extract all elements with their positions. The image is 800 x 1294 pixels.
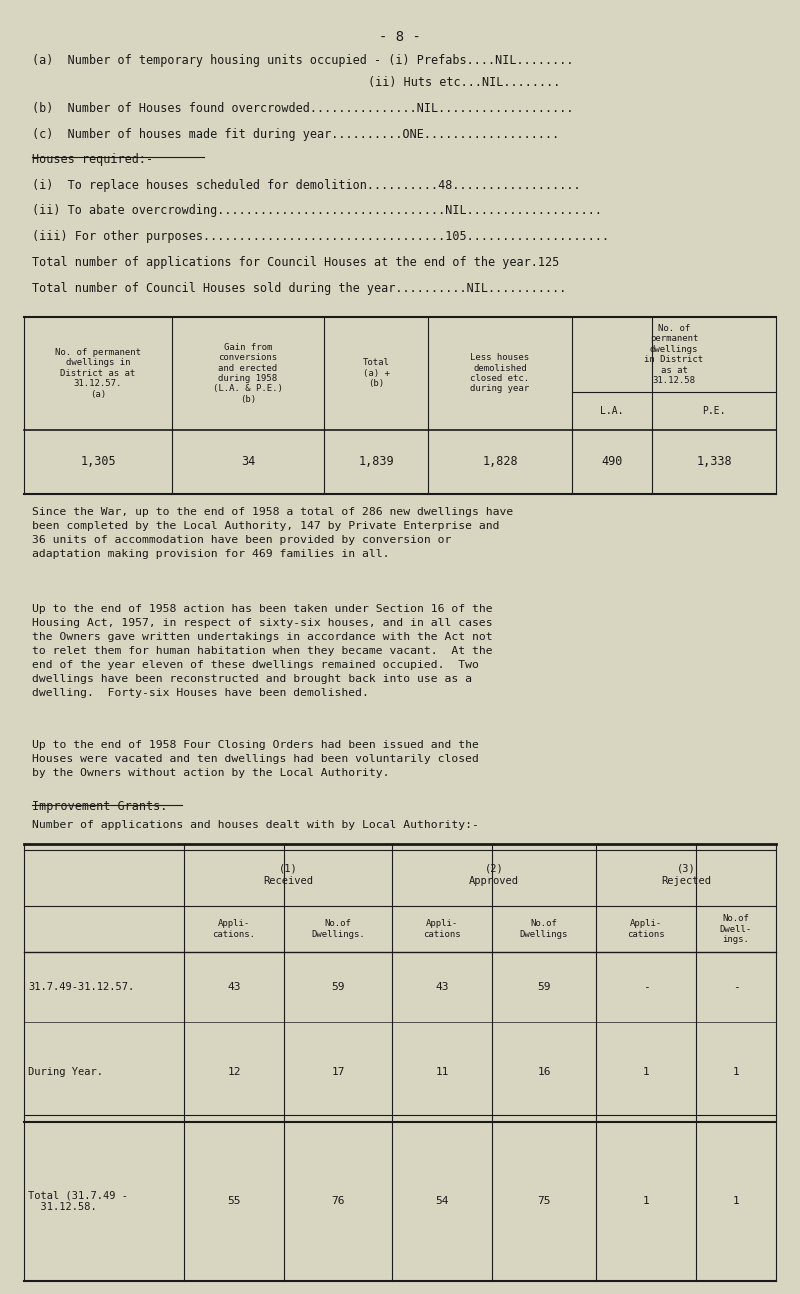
Text: No.of
Dwellings.: No.of Dwellings. (311, 920, 365, 938)
Text: (iii) For other purposes..................................105...................: (iii) For other purposes................… (32, 230, 609, 243)
Text: Improvement Grants.: Improvement Grants. (32, 800, 167, 813)
Text: - 8 -: - 8 - (379, 30, 421, 44)
Text: Houses required:-: Houses required:- (32, 153, 153, 166)
Text: (ii) Huts etc...NIL........: (ii) Huts etc...NIL........ (368, 76, 560, 89)
Text: 1,839: 1,839 (358, 455, 394, 468)
Text: No. of
permanent
dwellings
in District
as at
31.12.58: No. of permanent dwellings in District a… (645, 324, 703, 386)
Text: 11: 11 (435, 1068, 449, 1077)
Text: (b)  Number of Houses found overcrowded...............NIL...................: (b) Number of Houses found overcrowded..… (32, 102, 574, 115)
Text: Up to the end of 1958 action has been taken under Section 16 of the
Housing Act,: Up to the end of 1958 action has been ta… (32, 604, 493, 699)
Text: 490: 490 (602, 455, 622, 468)
Text: 59: 59 (331, 982, 345, 992)
Text: 34: 34 (241, 455, 255, 468)
Text: L.A.: L.A. (600, 406, 624, 415)
Text: Total number of applications for Council Houses at the end of the year.125: Total number of applications for Council… (32, 256, 559, 269)
Text: (a)  Number of temporary housing units occupied - (i) Prefabs....NIL........: (a) Number of temporary housing units oc… (32, 54, 574, 67)
Text: (c)  Number of houses made fit during year..........ONE...................: (c) Number of houses made fit during yea… (32, 128, 559, 141)
Text: (2)
Approved: (2) Approved (469, 864, 519, 885)
Text: (1)
Received: (1) Received (263, 864, 313, 885)
Text: During Year.: During Year. (28, 1068, 103, 1077)
Text: (i)  To replace houses scheduled for demolition..........48..................: (i) To replace houses scheduled for demo… (32, 179, 581, 192)
Text: Gain from
conversions
and erected
during 1958
(L.A. & P.E.)
(b): Gain from conversions and erected during… (213, 343, 283, 404)
Text: -: - (642, 982, 650, 992)
Text: -: - (733, 982, 739, 992)
Text: 12: 12 (227, 1068, 241, 1077)
Text: Since the War, up to the end of 1958 a total of 286 new dwellings have
been comp: Since the War, up to the end of 1958 a t… (32, 507, 514, 559)
Text: Total (31.7.49 -
  31.12.58.: Total (31.7.49 - 31.12.58. (28, 1190, 128, 1212)
Text: 75: 75 (538, 1197, 550, 1206)
Text: 54: 54 (435, 1197, 449, 1206)
Text: Number of applications and houses dealt with by Local Authority:-: Number of applications and houses dealt … (32, 820, 479, 831)
Text: Less houses
demolished
closed etc.
during year: Less houses demolished closed etc. durin… (470, 353, 530, 393)
Text: 1,828: 1,828 (482, 455, 518, 468)
Text: 1,305: 1,305 (80, 455, 116, 468)
Text: 43: 43 (435, 982, 449, 992)
Text: Total number of Council Houses sold during the year..........NIL...........: Total number of Council Houses sold duri… (32, 282, 566, 295)
Text: 59: 59 (538, 982, 550, 992)
Text: No.of
Dwellings: No.of Dwellings (520, 920, 568, 938)
Text: Up to the end of 1958 Four Closing Orders had been issued and the
Houses were va: Up to the end of 1958 Four Closing Order… (32, 740, 479, 778)
Text: No.of
Dwell-
ings.: No.of Dwell- ings. (720, 914, 752, 945)
Text: 16: 16 (538, 1068, 550, 1077)
Text: P.E.: P.E. (702, 406, 726, 415)
Text: 55: 55 (227, 1197, 241, 1206)
Text: 31.7.49-31.12.57.: 31.7.49-31.12.57. (28, 982, 134, 992)
Text: 1: 1 (733, 1068, 739, 1077)
Text: Appli-
cations: Appli- cations (627, 920, 665, 938)
Text: (3)
Rejected: (3) Rejected (661, 864, 711, 885)
Text: 76: 76 (331, 1197, 345, 1206)
Text: 17: 17 (331, 1068, 345, 1077)
Text: Appli-
cations: Appli- cations (423, 920, 461, 938)
Text: (ii) To abate overcrowding................................NIL...................: (ii) To abate overcrowding..............… (32, 204, 602, 217)
Text: Appli-
cations.: Appli- cations. (213, 920, 255, 938)
Text: 1,338: 1,338 (696, 455, 732, 468)
Text: No. of permanent
dwellings in
District as at
31.12.57.
(a): No. of permanent dwellings in District a… (55, 348, 141, 399)
Text: 1: 1 (642, 1068, 650, 1077)
Text: 1: 1 (733, 1197, 739, 1206)
Text: 1: 1 (642, 1197, 650, 1206)
Text: 43: 43 (227, 982, 241, 992)
Text: Total
(a) +
(b): Total (a) + (b) (362, 358, 390, 388)
